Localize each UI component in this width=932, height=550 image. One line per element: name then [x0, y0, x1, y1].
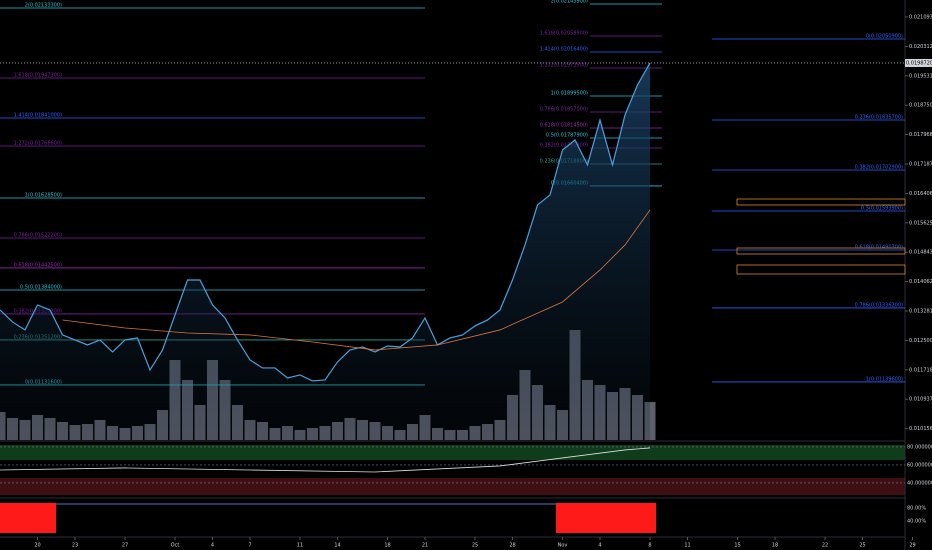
fib-label: 1(0.01628500): [25, 192, 62, 198]
y-tick-label: 0.01015625: [909, 426, 932, 432]
signal-bar-group: [0, 503, 56, 533]
y-tick-label: 0.01093750: [909, 397, 932, 403]
x-tick-label: 7: [248, 543, 251, 549]
fib-label: 0(0.02050900): [866, 34, 903, 40]
rsi-tick-label: 60.000000: [907, 462, 932, 468]
x-tick-label: 20: [34, 543, 40, 549]
fib-label: 1.618(0.01947300): [14, 72, 62, 78]
bottom-signal-bars: [0, 503, 656, 533]
fib-label: 0.618(0.01490300): [855, 244, 903, 250]
y-tick-label: 0.01250000: [909, 338, 932, 344]
x-tick-label: 18: [772, 543, 778, 549]
fib-label: 0.786(0.01522200): [14, 232, 62, 238]
current-price-box: [905, 58, 932, 67]
bottom-pane-label: 40.00%: [907, 519, 926, 525]
fib-label: 0.5(0.01384000): [20, 284, 62, 290]
rsi-oversold-band: [0, 478, 905, 495]
x-tick-label: 25: [859, 543, 865, 549]
y-tick-label: 0.01875000: [909, 103, 932, 109]
x-tick-label: 14: [334, 543, 340, 549]
x-tick-label: Oct: [171, 543, 180, 549]
bottom-pane-label: 80.00%: [907, 506, 926, 512]
y-tick-label: 0.01484375: [909, 250, 932, 256]
x-tick-label: 22: [822, 543, 828, 549]
fib-label: 1(0.01899500): [551, 90, 588, 96]
fib-label: 1.618(0.02058900): [540, 30, 588, 36]
x-tick-label: 25: [472, 543, 478, 549]
fib-label: 2(0.02133300): [25, 2, 62, 8]
y-tick-label: 0.01562500: [909, 220, 932, 226]
volume-zone: [736, 247, 906, 255]
fib-label: 1.414(0.01841000): [14, 112, 62, 118]
price-line: [0, 62, 651, 382]
fib-label: 0.618(0.01442500): [14, 262, 62, 268]
rsi-tick-label: 80.000000: [907, 444, 932, 450]
x-tick-label: 27: [122, 543, 128, 549]
fib-label: 0.786(0.01857000): [540, 106, 588, 112]
volume-zone: [736, 264, 906, 275]
y-tick-label: 0.02031250: [909, 44, 932, 50]
fib-label: 0.236(0.01835700): [855, 114, 903, 120]
signal-bar-group: [556, 503, 656, 533]
rsi-overbought-band: [0, 445, 905, 460]
x-tick-label: 15: [734, 543, 740, 549]
fib-label: 0.786(0.01336200): [855, 302, 903, 308]
rsi-line: [0, 447, 651, 473]
y-tick-label: 0.02109375: [909, 14, 932, 20]
x-tick-label: 23: [72, 543, 78, 549]
fib-label: 0.382(0.01761300): [540, 142, 588, 148]
fib-label: 0.5(0.01787900): [546, 132, 588, 138]
fib-label: 1(0.01139600): [866, 376, 903, 382]
x-tick-label: 4: [211, 543, 214, 549]
fib-label: 0.5(0.01593900): [861, 205, 903, 211]
y-tick-label: 0.01953125: [909, 73, 932, 79]
x-tick-label: 4: [598, 543, 601, 549]
x-tick-label: 28: [509, 543, 515, 549]
x-tick-label: 18: [384, 543, 390, 549]
y-tick-label: 0.01640625: [909, 191, 932, 197]
x-tick-label: Nov: [558, 543, 568, 549]
fib-label: 2(0.02143900): [551, 0, 588, 5]
moving-average: [62, 209, 651, 351]
y-tick-label: 0.01171875: [909, 367, 932, 373]
price-area: [0, 62, 650, 441]
fib-label: 0.618(0.01814500): [540, 122, 588, 128]
y-tick-label: 0.01406250: [909, 279, 932, 285]
fib-label: 1.272(0.01766600): [14, 140, 62, 146]
x-tick-label: 11: [684, 543, 690, 549]
fib-label: 1.414(0.02016400): [540, 46, 588, 52]
fib-label: 0.382(0.01702900): [855, 164, 903, 170]
fib-label: 1.272(0.01973900): [540, 62, 588, 68]
volume-zone: [736, 198, 906, 206]
current-price-label: 0.01987200: [906, 60, 932, 66]
x-tick-label: 29: [909, 543, 915, 549]
x-tick-label: 11: [297, 543, 303, 549]
y-tick-label: 0.01328125: [909, 309, 932, 315]
rsi-tick-label: 40.000000: [907, 480, 932, 486]
x-tick-label: 21: [422, 543, 428, 549]
x-tick-label: 8: [648, 543, 651, 549]
y-tick-label: 0.01718750: [909, 161, 932, 167]
y-tick-label: 0.01796875: [909, 132, 932, 138]
